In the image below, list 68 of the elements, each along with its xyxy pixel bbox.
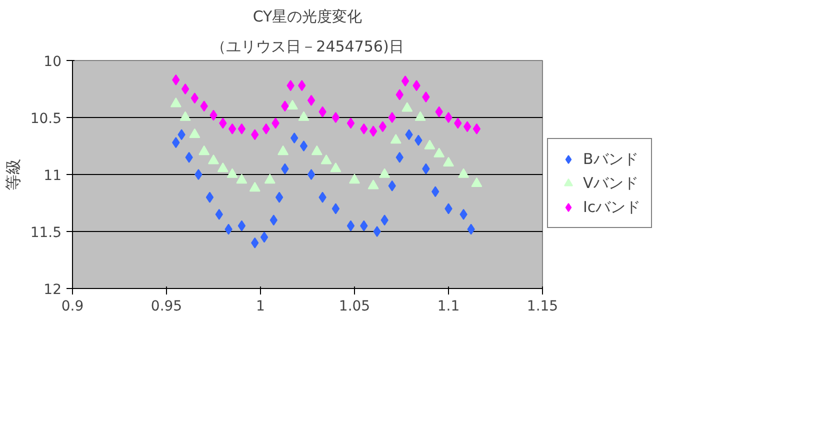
point	[190, 92, 199, 104]
chart-title: CY星の光度変化	[252, 8, 362, 26]
point	[320, 154, 332, 164]
point	[378, 121, 387, 132]
point	[181, 84, 190, 94]
y-tick-label: 11	[44, 168, 62, 184]
point	[349, 174, 360, 184]
point	[307, 94, 316, 106]
point	[414, 111, 426, 121]
legend-label: Icバンド	[583, 198, 641, 216]
point	[332, 203, 340, 214]
point	[264, 174, 276, 184]
point	[458, 168, 470, 178]
point	[226, 168, 238, 178]
point	[434, 148, 445, 158]
point	[444, 112, 452, 123]
point	[332, 112, 340, 123]
point	[180, 111, 191, 121]
chart-subtitle: （ユリウス日－2454756)日	[211, 38, 404, 56]
point	[346, 220, 355, 232]
x-tick-label: 1.15	[526, 298, 558, 314]
point	[390, 134, 402, 144]
legend-label: Vバンド	[583, 174, 638, 192]
x-tick-label: 1	[256, 298, 265, 314]
point	[401, 76, 410, 87]
point	[194, 169, 202, 180]
y-tick-label: 11.5	[30, 225, 62, 241]
point	[238, 123, 246, 134]
x-tick-label: 0.9	[61, 298, 84, 314]
point	[346, 118, 355, 129]
y-tick-label: 10.5	[30, 111, 62, 127]
point	[236, 174, 248, 184]
y-tick-label: 12	[44, 282, 62, 298]
point	[311, 145, 322, 156]
point	[286, 100, 298, 110]
point	[443, 156, 454, 166]
point	[228, 123, 236, 134]
point	[379, 168, 390, 178]
point	[368, 180, 379, 190]
x-tick-label: 1.05	[338, 298, 370, 314]
point	[238, 220, 246, 232]
point	[249, 182, 260, 192]
point	[471, 177, 482, 188]
point	[206, 192, 214, 203]
point	[463, 121, 472, 132]
point	[402, 102, 413, 112]
point	[278, 145, 289, 156]
point	[472, 123, 481, 134]
point	[198, 145, 210, 156]
point	[388, 112, 396, 123]
point	[424, 140, 436, 150]
y-tick-label: 10	[44, 54, 62, 70]
y-axis-title: 等級	[3, 158, 22, 190]
point	[189, 128, 200, 138]
point	[300, 140, 308, 152]
point	[369, 126, 378, 137]
point	[170, 98, 182, 108]
x-tick-label: 0.95	[150, 298, 182, 314]
point	[260, 232, 268, 243]
point	[217, 162, 228, 172]
x-tick-label: 1.1	[437, 298, 460, 314]
point	[298, 111, 310, 121]
point	[307, 169, 316, 180]
point	[208, 154, 219, 164]
point	[373, 226, 381, 237]
point	[330, 162, 342, 172]
legend-label: Bバンド	[583, 150, 638, 168]
point	[275, 192, 284, 203]
